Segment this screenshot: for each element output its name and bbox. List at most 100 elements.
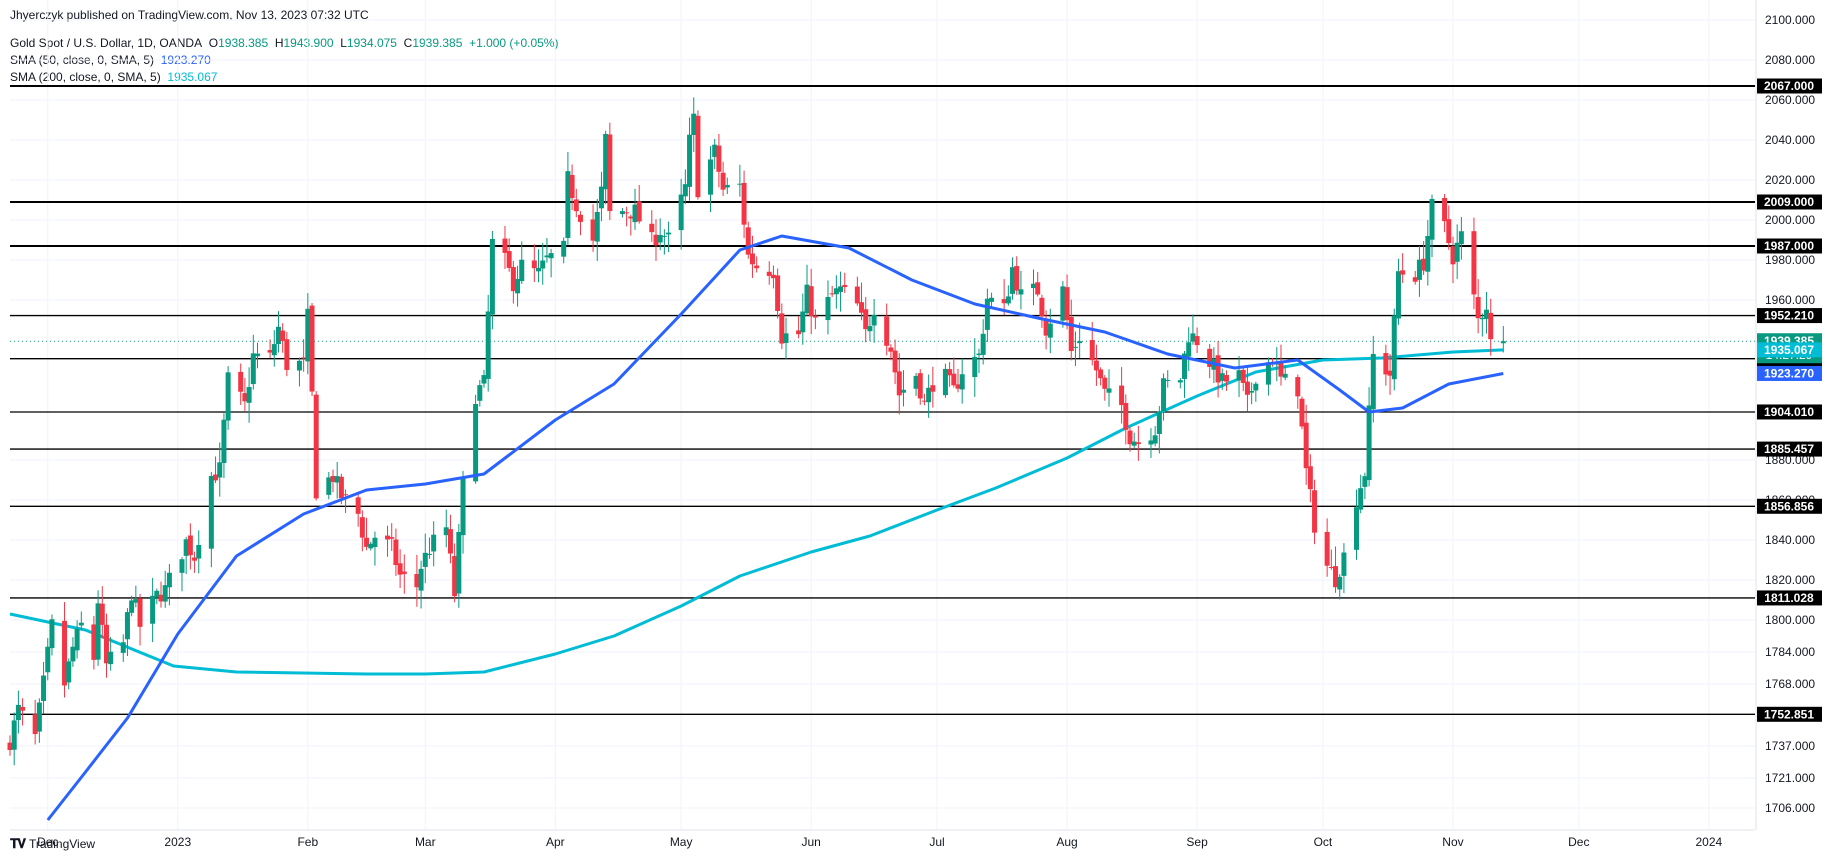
candle[interactable]	[1236, 355, 1242, 398]
candle[interactable]	[1135, 425, 1141, 461]
candle[interactable]	[540, 242, 546, 285]
candle[interactable]	[800, 293, 806, 345]
candle[interactable]	[1039, 294, 1045, 328]
candle[interactable]	[607, 122, 613, 221]
candle[interactable]	[1190, 314, 1196, 345]
candle[interactable]	[473, 394, 479, 484]
candle[interactable]	[1152, 426, 1158, 447]
candle[interactable]	[66, 658, 72, 690]
candle[interactable]	[1093, 344, 1099, 386]
candle[interactable]	[1303, 404, 1309, 485]
candle[interactable]	[1043, 310, 1049, 350]
candle[interactable]	[1484, 291, 1490, 334]
candle[interactable]	[754, 256, 760, 273]
candle[interactable]	[1014, 256, 1020, 296]
candle[interactable]	[179, 557, 185, 592]
candle[interactable]	[162, 570, 168, 608]
candle[interactable]	[628, 214, 634, 236]
candle[interactable]	[842, 272, 848, 294]
candle[interactable]	[133, 585, 139, 608]
candle[interactable]	[561, 237, 567, 264]
candle[interactable]	[770, 265, 776, 289]
candle[interactable]	[510, 260, 516, 304]
candle[interactable]	[913, 372, 919, 396]
candle[interactable]	[489, 231, 495, 330]
candle[interactable]	[1123, 394, 1129, 445]
candle[interactable]	[959, 358, 965, 404]
candle[interactable]	[368, 541, 374, 551]
candle[interactable]	[213, 456, 219, 484]
candle[interactable]	[1177, 378, 1183, 389]
candle[interactable]	[867, 315, 873, 341]
candle[interactable]	[477, 380, 483, 407]
candle[interactable]	[590, 204, 596, 252]
candle[interactable]	[708, 146, 714, 213]
candle[interactable]	[1068, 299, 1074, 361]
candle[interactable]	[1307, 454, 1313, 503]
candle[interactable]	[192, 551, 198, 573]
candle[interactable]	[947, 362, 953, 387]
candle[interactable]	[1312, 479, 1318, 545]
candle[interactable]	[1366, 387, 1372, 487]
candle[interactable]	[838, 271, 844, 312]
candle[interactable]	[1391, 308, 1397, 391]
candle[interactable]	[1458, 216, 1464, 260]
candle[interactable]	[1219, 368, 1225, 390]
candle[interactable]	[884, 303, 890, 356]
candle[interactable]	[825, 280, 831, 335]
candle[interactable]	[1240, 367, 1246, 392]
candle[interactable]	[1282, 365, 1288, 381]
candle[interactable]	[917, 369, 923, 405]
candle[interactable]	[926, 374, 932, 418]
candle[interactable]	[364, 517, 370, 551]
candle[interactable]	[296, 357, 302, 387]
candle[interactable]	[280, 323, 286, 353]
candle[interactable]	[1475, 279, 1481, 334]
candle[interactable]	[695, 110, 701, 200]
candle[interactable]	[372, 531, 378, 566]
candle[interactable]	[892, 339, 898, 385]
candle[interactable]	[619, 207, 625, 218]
candle[interactable]	[976, 348, 982, 374]
candle[interactable]	[900, 370, 906, 407]
candle[interactable]	[397, 549, 403, 589]
candle[interactable]	[687, 117, 693, 201]
candle[interactable]	[624, 206, 630, 227]
candle[interactable]	[980, 319, 986, 365]
candle[interactable]	[812, 309, 818, 330]
candle[interactable]	[401, 554, 407, 594]
candle[interactable]	[393, 528, 399, 576]
candle[interactable]	[187, 523, 193, 570]
candle[interactable]	[678, 178, 684, 250]
candle[interactable]	[972, 338, 978, 397]
candle[interactable]	[196, 530, 202, 574]
candle[interactable]	[108, 636, 114, 671]
candle[interactable]	[1400, 253, 1406, 283]
candle[interactable]	[594, 198, 600, 261]
candle[interactable]	[1412, 270, 1418, 285]
candle[interactable]	[1127, 427, 1133, 452]
candle[interactable]	[1278, 344, 1284, 386]
candle[interactable]	[49, 614, 55, 656]
candle[interactable]	[15, 690, 21, 734]
candle[interactable]	[737, 164, 743, 197]
candle[interactable]	[481, 369, 487, 388]
candle[interactable]	[691, 97, 697, 152]
candle[interactable]	[1488, 298, 1494, 356]
candle[interactable]	[422, 533, 428, 584]
candle[interactable]	[1416, 245, 1422, 297]
candle[interactable]	[804, 264, 810, 316]
candle[interactable]	[137, 593, 143, 646]
candle[interactable]	[11, 712, 17, 766]
candle[interactable]	[989, 292, 995, 308]
candle[interactable]	[129, 595, 135, 617]
candle[interactable]	[389, 523, 395, 552]
candle[interactable]	[649, 210, 655, 242]
candle[interactable]	[1370, 335, 1376, 423]
candle[interactable]	[62, 602, 68, 698]
candle[interactable]	[1047, 308, 1053, 354]
candle[interactable]	[103, 613, 109, 678]
candle[interactable]	[225, 366, 231, 430]
candle[interactable]	[661, 229, 667, 255]
candle[interactable]	[1102, 375, 1108, 401]
